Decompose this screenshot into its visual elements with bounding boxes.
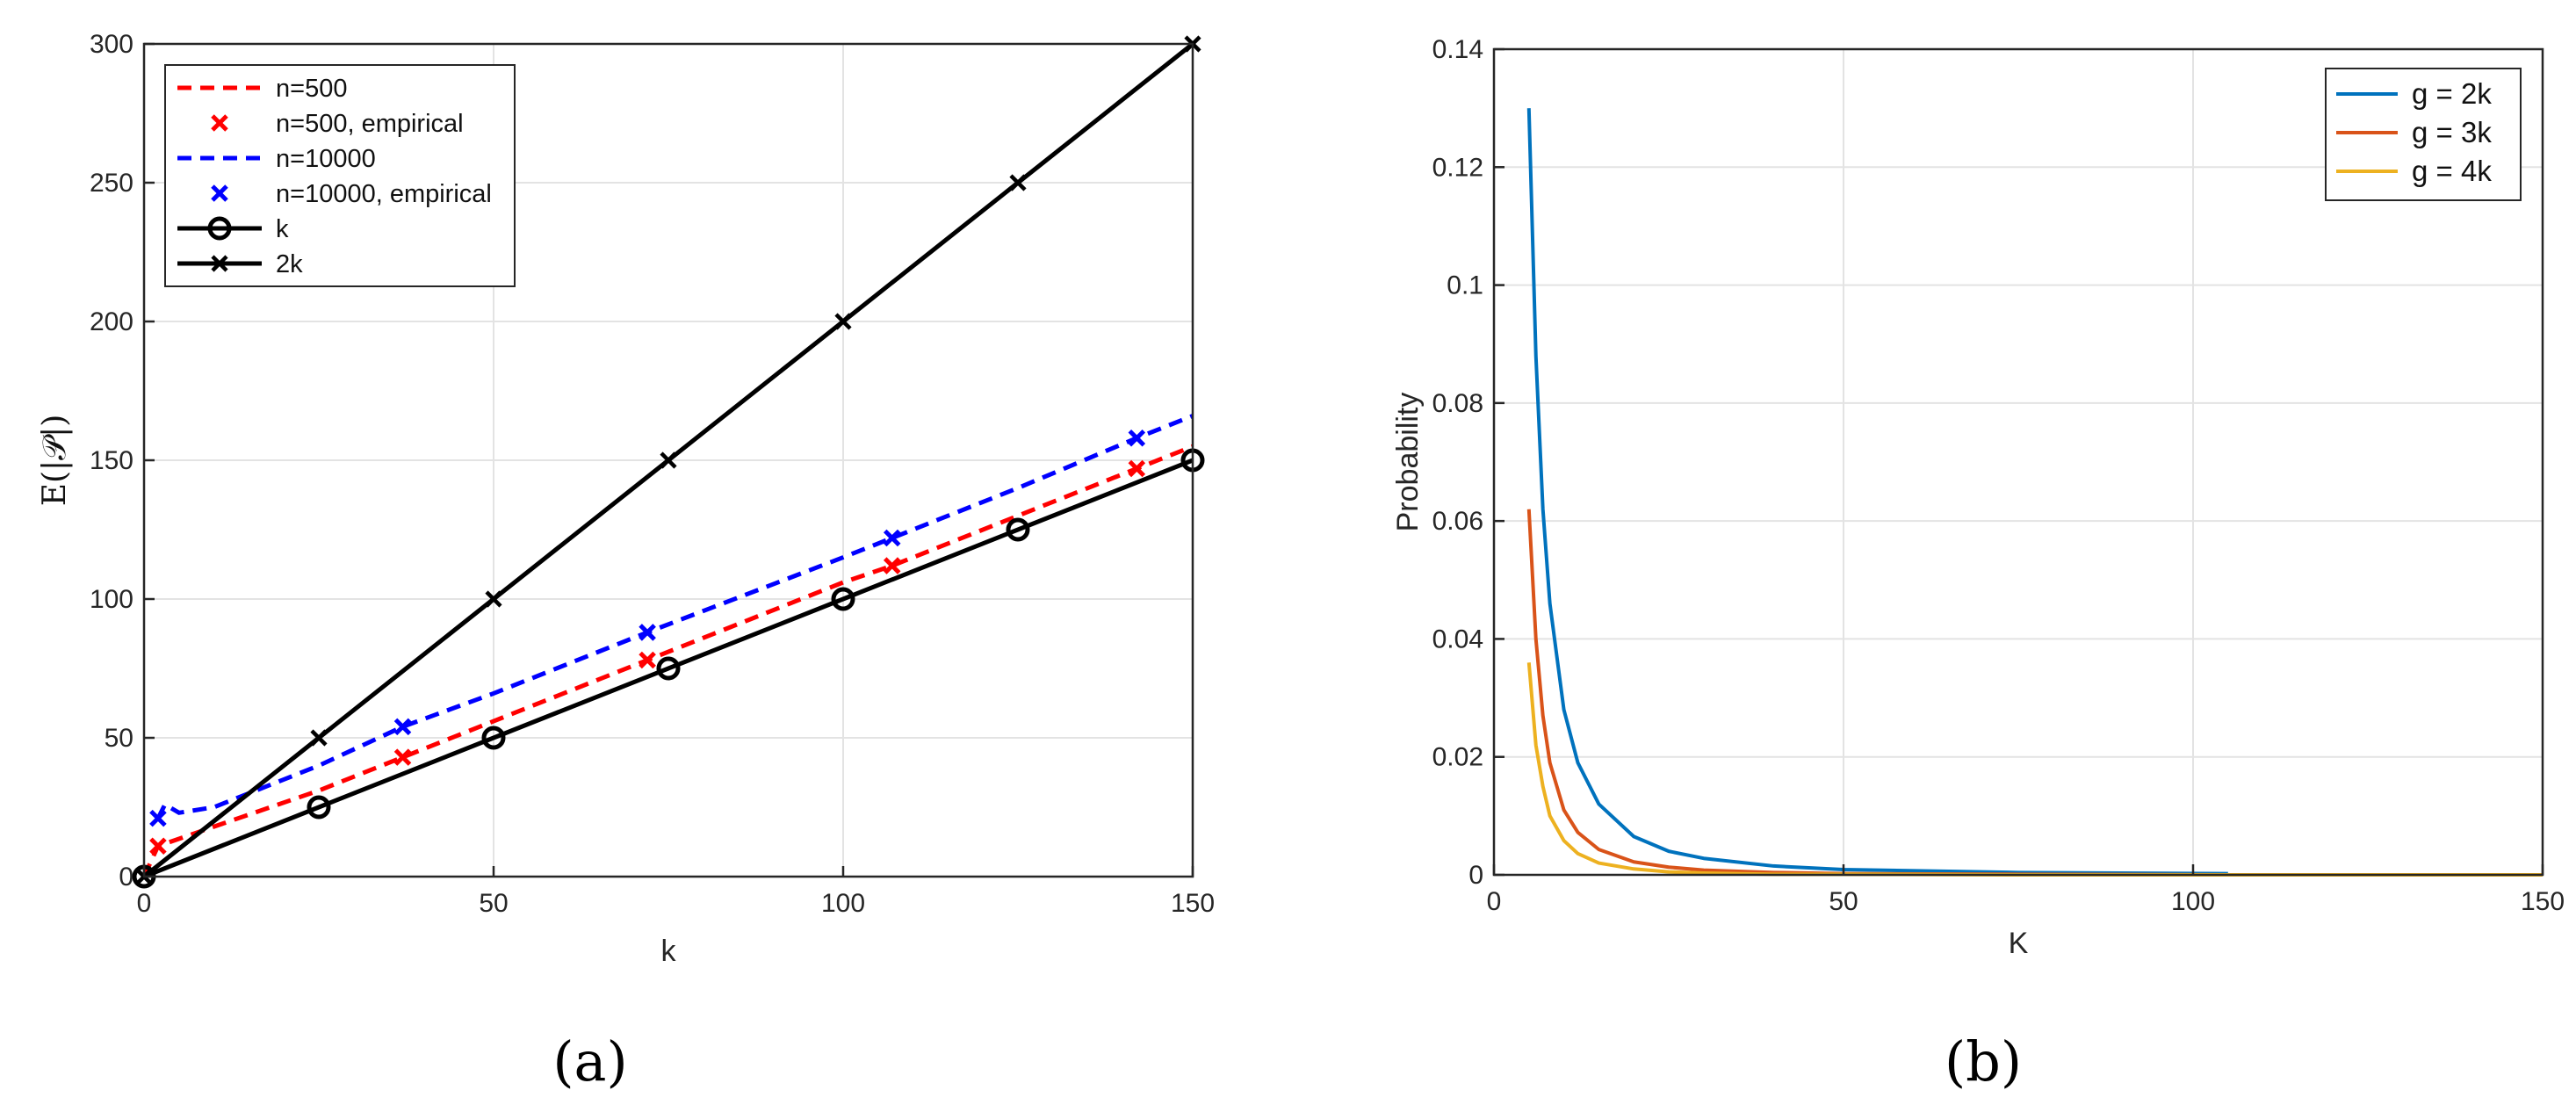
y-tick-label: 0.12	[1432, 153, 1483, 182]
legend-box	[164, 64, 516, 287]
legend-label: k	[276, 215, 289, 243]
chart-a-legend: n=500 n=500, empirical n=10000 n=10000, emp…	[164, 64, 516, 287]
data-point-x-marker	[660, 451, 677, 469]
data-point-x-marker	[211, 114, 228, 132]
data-point-circle	[831, 587, 855, 611]
legend-label: g = 4k	[2412, 155, 2492, 187]
y-tick-label: 250	[90, 169, 133, 198]
x-tick-label: 150	[2521, 887, 2565, 916]
series-line	[1526, 108, 2228, 876]
x-tick-label: 50	[1829, 887, 1858, 916]
y-tick-label: 0.04	[1432, 625, 1483, 653]
chart-a-ticks: 0 50 100 150 0 50 100 150 200 250 300	[90, 30, 1215, 918]
legend-label: n=10000, empirical	[276, 180, 492, 208]
legend-item: g = 2k	[2336, 77, 2492, 110]
x-tick-label: 50	[479, 889, 508, 918]
data-point-x-marker	[639, 651, 656, 669]
y-tick-label: 150	[90, 446, 133, 475]
data-point-x-marker	[1128, 429, 1146, 447]
y-tick-label: 0.14	[1432, 35, 1483, 64]
x-tick-label: 150	[1171, 889, 1215, 918]
data-point-x-marker	[149, 809, 167, 827]
chart-a-series	[132, 35, 1205, 889]
series-line	[143, 458, 1194, 879]
y-tick-label: 0	[119, 863, 133, 892]
chart-b-ticks: 0 50 100 150 0 0.02 0.04 0.06 0.08 0.1 0.12 0.14	[1432, 35, 2565, 916]
data-point-x-marker	[149, 837, 167, 856]
caption-b: (b)	[1945, 1029, 2022, 1094]
chart-b-xlabel: K	[2009, 927, 2029, 960]
chart-b-legend: g = 2k g = 3k g = 4k	[2325, 68, 2522, 201]
data-point-circle	[656, 656, 681, 681]
y-tick-label: 300	[90, 30, 133, 59]
legend-item: n=500, empirical	[211, 110, 464, 138]
legend-item: 2k	[177, 250, 303, 278]
data-point-x-marker	[834, 313, 852, 330]
data-point-x-marker	[1009, 174, 1027, 191]
data-point-x-marker	[883, 529, 901, 547]
chart-b-series	[1526, 108, 2543, 877]
y-tick-label: 0.02	[1432, 743, 1483, 772]
y-tick-label: 0.06	[1432, 507, 1483, 536]
legend-label: n=10000	[276, 145, 376, 173]
x-tick-label: 100	[821, 889, 865, 918]
legend-item: k	[177, 215, 289, 243]
y-tick-label: 0	[1468, 861, 1483, 890]
legend-label: g = 2k	[2412, 77, 2492, 110]
data-point-x-marker	[310, 729, 328, 747]
legend-label: n=500	[276, 75, 347, 103]
data-point-x-marker	[485, 590, 502, 608]
y-tick-label: 200	[90, 307, 133, 336]
data-point-x-marker	[1128, 459, 1146, 478]
data-point-x-marker	[639, 624, 656, 641]
chart-b-ylabel: Probability	[1391, 393, 1425, 532]
chart-b-frame	[1492, 47, 2544, 877]
legend-item: g = 4k	[2336, 155, 2492, 187]
chart-panel-a: 0 50 100 150 0 50 100 150 200 250 300 k E(|𝒫|) n=5…	[37, 30, 1215, 1094]
legend-item: g = 3k	[2336, 116, 2492, 148]
legend-label: g = 3k	[2412, 116, 2492, 148]
series-line	[1526, 662, 2543, 877]
data-point-x-marker	[393, 748, 412, 766]
x-tick-label: 0	[1487, 887, 1502, 916]
y-tick-label: 0.08	[1432, 389, 1483, 418]
data-point-x-marker	[211, 255, 228, 272]
y-tick-label: 0.1	[1447, 271, 1483, 300]
data-point-circle	[481, 726, 506, 750]
y-tick-label: 50	[105, 724, 133, 753]
legend-item: n=500	[177, 75, 347, 103]
chart-a-xlabel: k	[661, 935, 677, 968]
series-line	[1526, 509, 2228, 877]
data-point-circle	[307, 795, 331, 820]
data-point-x-marker	[211, 184, 228, 202]
data-point-circle	[1006, 517, 1030, 542]
caption-a: (a)	[552, 1029, 627, 1094]
x-tick-label: 0	[137, 889, 152, 918]
x-tick-label: 100	[2171, 887, 2215, 916]
series-line	[155, 414, 1194, 820]
data-point-x-marker	[883, 557, 901, 574]
legend-item: n=10000	[177, 145, 376, 173]
data-point-x-marker	[393, 718, 412, 736]
legend-item: n=10000, empirical	[211, 180, 492, 208]
chart-a-ylabel: E(|𝒫|)	[37, 415, 73, 507]
legend-label: n=500, empirical	[276, 110, 464, 138]
y-tick-label: 100	[90, 585, 133, 614]
legend-label: 2k	[276, 250, 303, 278]
